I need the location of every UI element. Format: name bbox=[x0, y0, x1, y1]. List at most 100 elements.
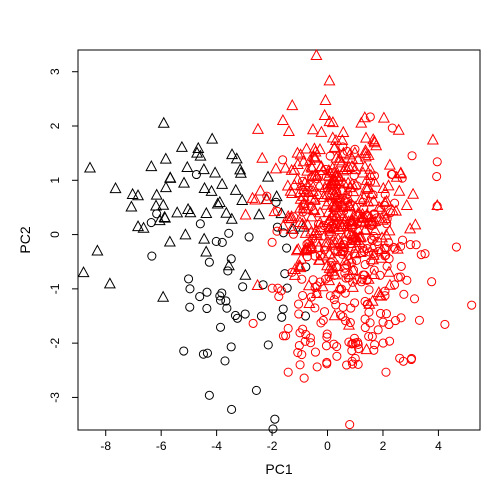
scatter-point bbox=[158, 292, 168, 302]
scatter-point bbox=[304, 298, 314, 308]
scatter-point bbox=[148, 252, 156, 260]
scatter-point bbox=[333, 352, 341, 360]
scatter-point bbox=[257, 312, 265, 320]
scatter-point bbox=[203, 288, 211, 296]
scatter-point bbox=[410, 295, 418, 303]
scatter-point bbox=[217, 179, 227, 189]
scatter-point bbox=[284, 126, 294, 136]
scatter-point bbox=[299, 291, 307, 299]
scatter-point bbox=[311, 348, 319, 356]
ytick-label: 3 bbox=[48, 68, 62, 75]
scatter-point bbox=[151, 200, 161, 210]
scatter-point bbox=[253, 124, 263, 134]
scatter-point bbox=[105, 278, 115, 288]
scatter-point bbox=[201, 246, 211, 256]
scatter-point bbox=[240, 209, 250, 219]
scatter-point bbox=[225, 229, 233, 237]
scatter-point bbox=[296, 361, 304, 369]
ytick-label: 0 bbox=[48, 231, 62, 238]
scatter-point bbox=[311, 50, 321, 60]
scatter-point bbox=[316, 127, 326, 137]
xtick-label: -8 bbox=[100, 439, 111, 453]
scatter-point bbox=[186, 303, 194, 311]
scatter-point bbox=[338, 127, 348, 137]
scatter-point bbox=[196, 293, 204, 301]
scatter-point bbox=[161, 154, 171, 164]
scatter-point bbox=[237, 195, 247, 205]
xtick-label: -6 bbox=[156, 439, 167, 453]
scatter-point bbox=[283, 244, 291, 252]
scatter-point bbox=[199, 234, 209, 244]
scatter-point bbox=[159, 118, 169, 128]
scatter-point bbox=[279, 305, 287, 313]
scatter-point bbox=[292, 174, 302, 184]
scatter-point bbox=[385, 160, 395, 170]
scatter-point bbox=[346, 421, 354, 429]
scatter-point bbox=[394, 186, 404, 196]
scatter-point bbox=[231, 185, 241, 195]
scatter-point bbox=[216, 323, 224, 331]
scatter-point bbox=[415, 316, 423, 324]
scatter-point bbox=[210, 167, 220, 177]
scatter-point bbox=[146, 161, 156, 171]
scatter-point bbox=[228, 405, 236, 413]
scatter-point bbox=[405, 223, 415, 233]
scatter-point bbox=[240, 270, 250, 280]
scatter-point bbox=[379, 113, 389, 123]
scatter-point bbox=[165, 237, 175, 247]
scatter-point bbox=[289, 230, 297, 238]
scatter-point bbox=[374, 326, 382, 334]
scatter-point bbox=[110, 183, 120, 193]
scatter-point bbox=[227, 343, 235, 351]
scatter-point bbox=[322, 342, 330, 350]
scatter-point bbox=[201, 208, 211, 218]
scatter-point bbox=[278, 115, 288, 125]
scatter-point bbox=[308, 124, 318, 134]
scatter-point bbox=[233, 314, 241, 322]
scatter-plot-container: { "chart":{ "type":"scatter", "width":50… bbox=[0, 0, 504, 504]
scatter-point bbox=[177, 142, 187, 152]
scatter-point bbox=[408, 152, 416, 160]
scatter-point bbox=[433, 172, 441, 180]
scatter-point bbox=[186, 285, 194, 293]
scatter-point bbox=[180, 347, 188, 355]
scatter-point bbox=[126, 201, 136, 211]
scatter-point bbox=[218, 238, 226, 246]
scatter-point bbox=[343, 361, 351, 369]
scatter-point bbox=[300, 374, 308, 382]
scatter-point bbox=[241, 310, 249, 318]
scatter-point bbox=[254, 209, 264, 219]
ytick-label: -2 bbox=[48, 337, 62, 348]
scatter-point bbox=[281, 270, 289, 278]
scatter-point bbox=[182, 162, 192, 172]
scatter-point bbox=[317, 319, 325, 327]
scatter-point bbox=[428, 278, 436, 286]
scatter-point bbox=[452, 243, 460, 251]
scatter-point bbox=[205, 391, 213, 399]
scatter-point bbox=[332, 301, 340, 309]
xtick-label: 0 bbox=[324, 439, 331, 453]
scatter-point bbox=[165, 173, 175, 183]
scatter-point bbox=[371, 341, 379, 349]
scatter-point bbox=[408, 189, 418, 199]
ytick-label: 2 bbox=[48, 122, 62, 129]
x-axis-label: PC1 bbox=[265, 461, 292, 477]
scatter-point bbox=[397, 262, 405, 270]
xtick-label: -4 bbox=[211, 439, 222, 453]
scatter-point bbox=[403, 276, 411, 284]
scatter-point bbox=[180, 229, 190, 239]
scatter-point bbox=[239, 283, 247, 291]
scatter-point bbox=[394, 125, 404, 135]
scatter-point bbox=[199, 183, 209, 193]
xtick-label: 4 bbox=[435, 439, 442, 453]
scatter-point bbox=[264, 341, 272, 349]
scatter-point bbox=[320, 95, 330, 105]
scatter-plot: -8-6-4-2024-3-2-10123PC1PC2 bbox=[0, 0, 504, 504]
scatter-point bbox=[400, 290, 408, 298]
scatter-point bbox=[249, 319, 257, 327]
scatter-point bbox=[320, 308, 328, 316]
scatter-point bbox=[218, 289, 226, 297]
scatter-point bbox=[272, 198, 280, 206]
scatter-point bbox=[376, 309, 384, 317]
ytick-label: -1 bbox=[48, 283, 62, 294]
